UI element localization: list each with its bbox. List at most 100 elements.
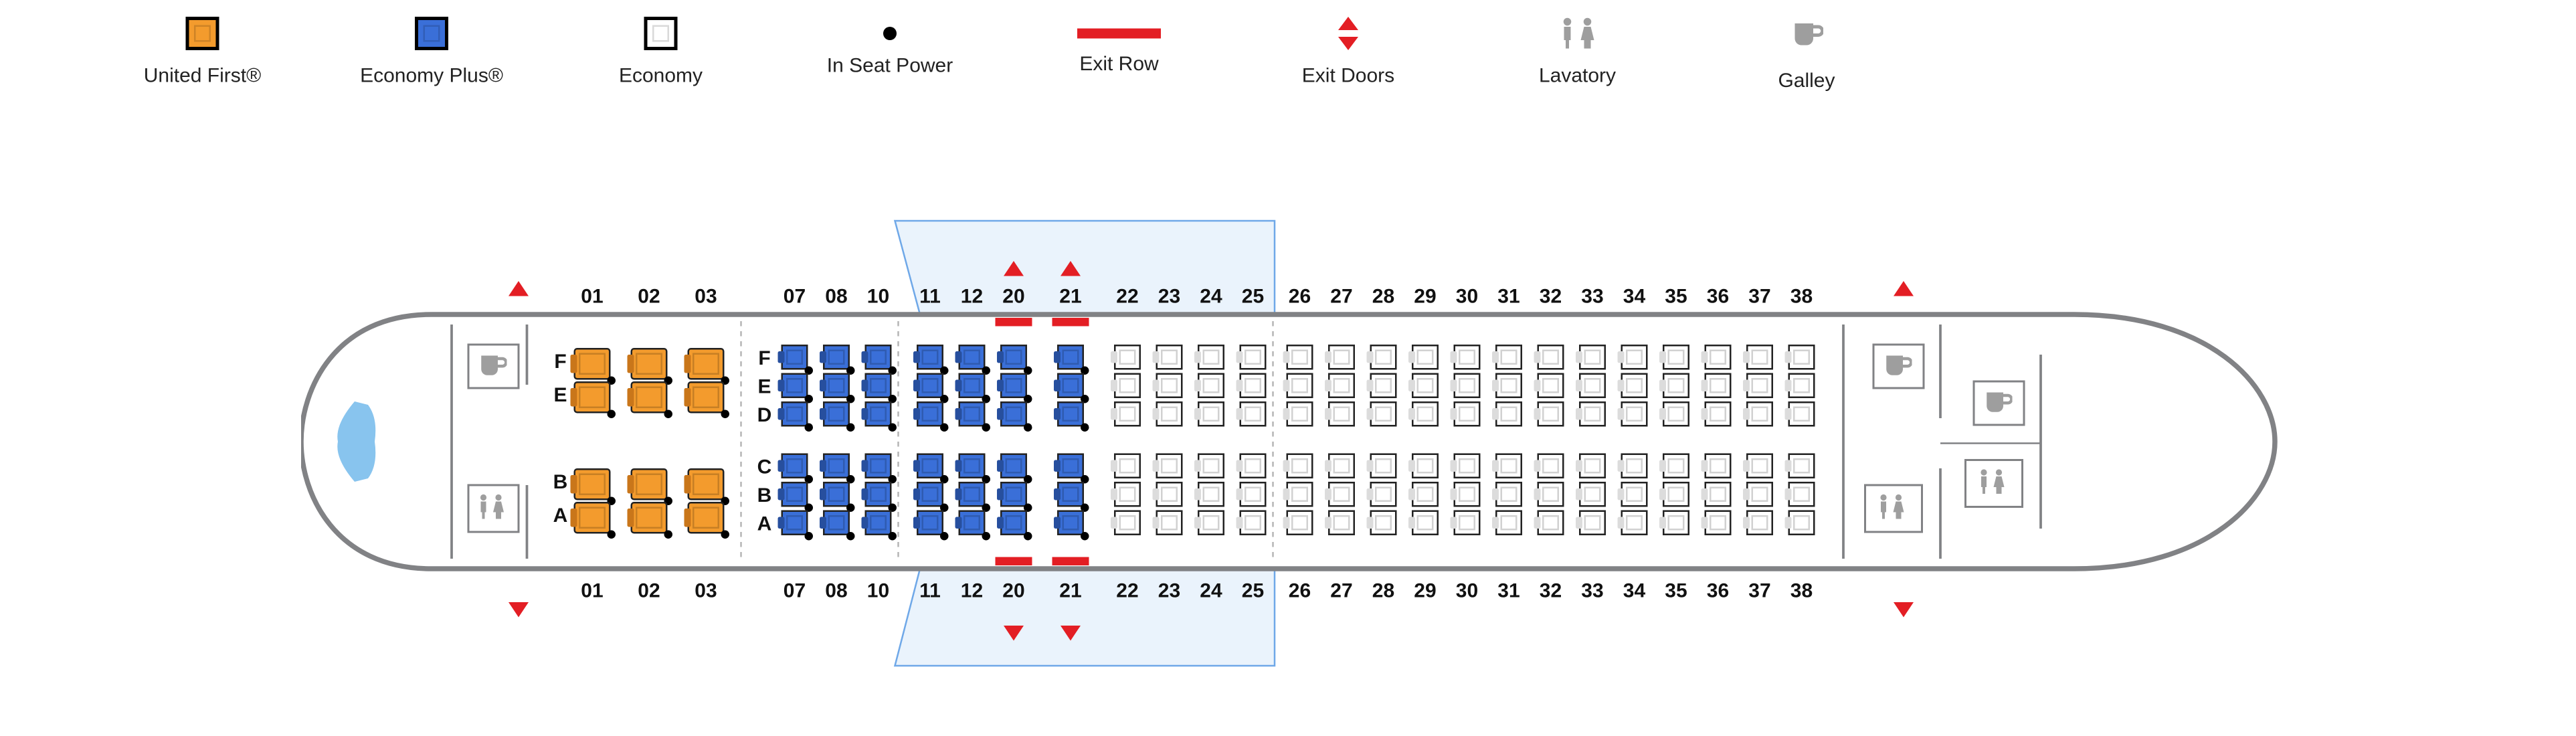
seat-35B[interactable]	[1663, 482, 1689, 507]
seat-28D[interactable]	[1370, 401, 1397, 427]
seat-35A[interactable]	[1663, 511, 1689, 536]
seat-33D[interactable]	[1579, 401, 1606, 427]
seat-30B[interactable]	[1454, 482, 1481, 507]
seat-21F[interactable]	[1057, 345, 1084, 370]
seat-03B[interactable]	[688, 468, 725, 500]
seat-38C[interactable]	[1788, 454, 1815, 479]
seat-34F[interactable]	[1621, 345, 1648, 370]
seat-12A[interactable]	[959, 511, 986, 536]
seat-37B[interactable]	[1746, 482, 1773, 507]
seat-23B[interactable]	[1156, 482, 1183, 507]
seat-31B[interactable]	[1495, 482, 1522, 507]
seat-36F[interactable]	[1705, 345, 1732, 370]
seat-30A[interactable]	[1454, 511, 1481, 536]
seat-33F[interactable]	[1579, 345, 1606, 370]
seat-12F[interactable]	[959, 345, 986, 370]
seat-22F[interactable]	[1114, 345, 1141, 370]
seat-27D[interactable]	[1328, 401, 1355, 427]
seat-26E[interactable]	[1287, 373, 1313, 399]
seat-29A[interactable]	[1412, 511, 1439, 536]
seat-11B[interactable]	[917, 482, 943, 507]
seat-10A[interactable]	[865, 511, 892, 536]
seat-08B[interactable]	[823, 482, 850, 507]
seat-38D[interactable]	[1788, 401, 1815, 427]
seat-07B[interactable]	[781, 482, 808, 507]
seat-01B[interactable]	[574, 468, 611, 500]
seat-22A[interactable]	[1114, 511, 1141, 536]
seat-26A[interactable]	[1287, 511, 1313, 536]
seat-22E[interactable]	[1114, 373, 1141, 399]
seat-35C[interactable]	[1663, 454, 1689, 479]
seat-20D[interactable]	[1000, 401, 1027, 427]
seat-37E[interactable]	[1746, 373, 1773, 399]
seat-36A[interactable]	[1705, 511, 1732, 536]
seat-24B[interactable]	[1198, 482, 1224, 507]
seat-11D[interactable]	[917, 401, 943, 427]
seat-03A[interactable]	[688, 502, 725, 534]
seat-27B[interactable]	[1328, 482, 1355, 507]
seat-24E[interactable]	[1198, 373, 1224, 399]
seat-23C[interactable]	[1156, 454, 1183, 479]
seat-37C[interactable]	[1746, 454, 1773, 479]
seat-24A[interactable]	[1198, 511, 1224, 536]
seat-10F[interactable]	[865, 345, 892, 370]
seat-08D[interactable]	[823, 401, 850, 427]
seat-20B[interactable]	[1000, 482, 1027, 507]
seat-31C[interactable]	[1495, 454, 1522, 479]
seat-01E[interactable]	[574, 381, 611, 413]
seat-27A[interactable]	[1328, 511, 1355, 536]
seat-37F[interactable]	[1746, 345, 1773, 370]
seat-11A[interactable]	[917, 511, 943, 536]
seat-26B[interactable]	[1287, 482, 1313, 507]
seat-31A[interactable]	[1495, 511, 1522, 536]
seat-08A[interactable]	[823, 511, 850, 536]
seat-21C[interactable]	[1057, 454, 1084, 479]
seat-25C[interactable]	[1240, 454, 1267, 479]
seat-25D[interactable]	[1240, 401, 1267, 427]
seat-29B[interactable]	[1412, 482, 1439, 507]
seat-37A[interactable]	[1746, 511, 1773, 536]
seat-30D[interactable]	[1454, 401, 1481, 427]
seat-38B[interactable]	[1788, 482, 1815, 507]
seat-38E[interactable]	[1788, 373, 1815, 399]
seat-35E[interactable]	[1663, 373, 1689, 399]
seat-35D[interactable]	[1663, 401, 1689, 427]
seat-02E[interactable]	[631, 381, 668, 413]
seat-32B[interactable]	[1538, 482, 1564, 507]
seat-23D[interactable]	[1156, 401, 1183, 427]
seat-29F[interactable]	[1412, 345, 1439, 370]
seat-03F[interactable]	[688, 348, 725, 380]
seat-28A[interactable]	[1370, 511, 1397, 536]
seat-24C[interactable]	[1198, 454, 1224, 479]
seat-10B[interactable]	[865, 482, 892, 507]
seat-30F[interactable]	[1454, 345, 1481, 370]
seat-23E[interactable]	[1156, 373, 1183, 399]
seat-22B[interactable]	[1114, 482, 1141, 507]
seat-20A[interactable]	[1000, 511, 1027, 536]
seat-07E[interactable]	[781, 373, 808, 399]
seat-20E[interactable]	[1000, 373, 1027, 399]
seat-37D[interactable]	[1746, 401, 1773, 427]
seat-08E[interactable]	[823, 373, 850, 399]
seat-28B[interactable]	[1370, 482, 1397, 507]
seat-27C[interactable]	[1328, 454, 1355, 479]
seat-25F[interactable]	[1240, 345, 1267, 370]
seat-36C[interactable]	[1705, 454, 1732, 479]
seat-31E[interactable]	[1495, 373, 1522, 399]
seat-12E[interactable]	[959, 373, 986, 399]
seat-07F[interactable]	[781, 345, 808, 370]
seat-11C[interactable]	[917, 454, 943, 479]
seat-32A[interactable]	[1538, 511, 1564, 536]
seat-27F[interactable]	[1328, 345, 1355, 370]
seat-36E[interactable]	[1705, 373, 1732, 399]
seat-11F[interactable]	[917, 345, 943, 370]
seat-02B[interactable]	[631, 468, 668, 500]
seat-23A[interactable]	[1156, 511, 1183, 536]
seat-26C[interactable]	[1287, 454, 1313, 479]
seat-34C[interactable]	[1621, 454, 1648, 479]
seat-12C[interactable]	[959, 454, 986, 479]
seat-33B[interactable]	[1579, 482, 1606, 507]
seat-24D[interactable]	[1198, 401, 1224, 427]
seat-33C[interactable]	[1579, 454, 1606, 479]
seat-01A[interactable]	[574, 502, 611, 534]
